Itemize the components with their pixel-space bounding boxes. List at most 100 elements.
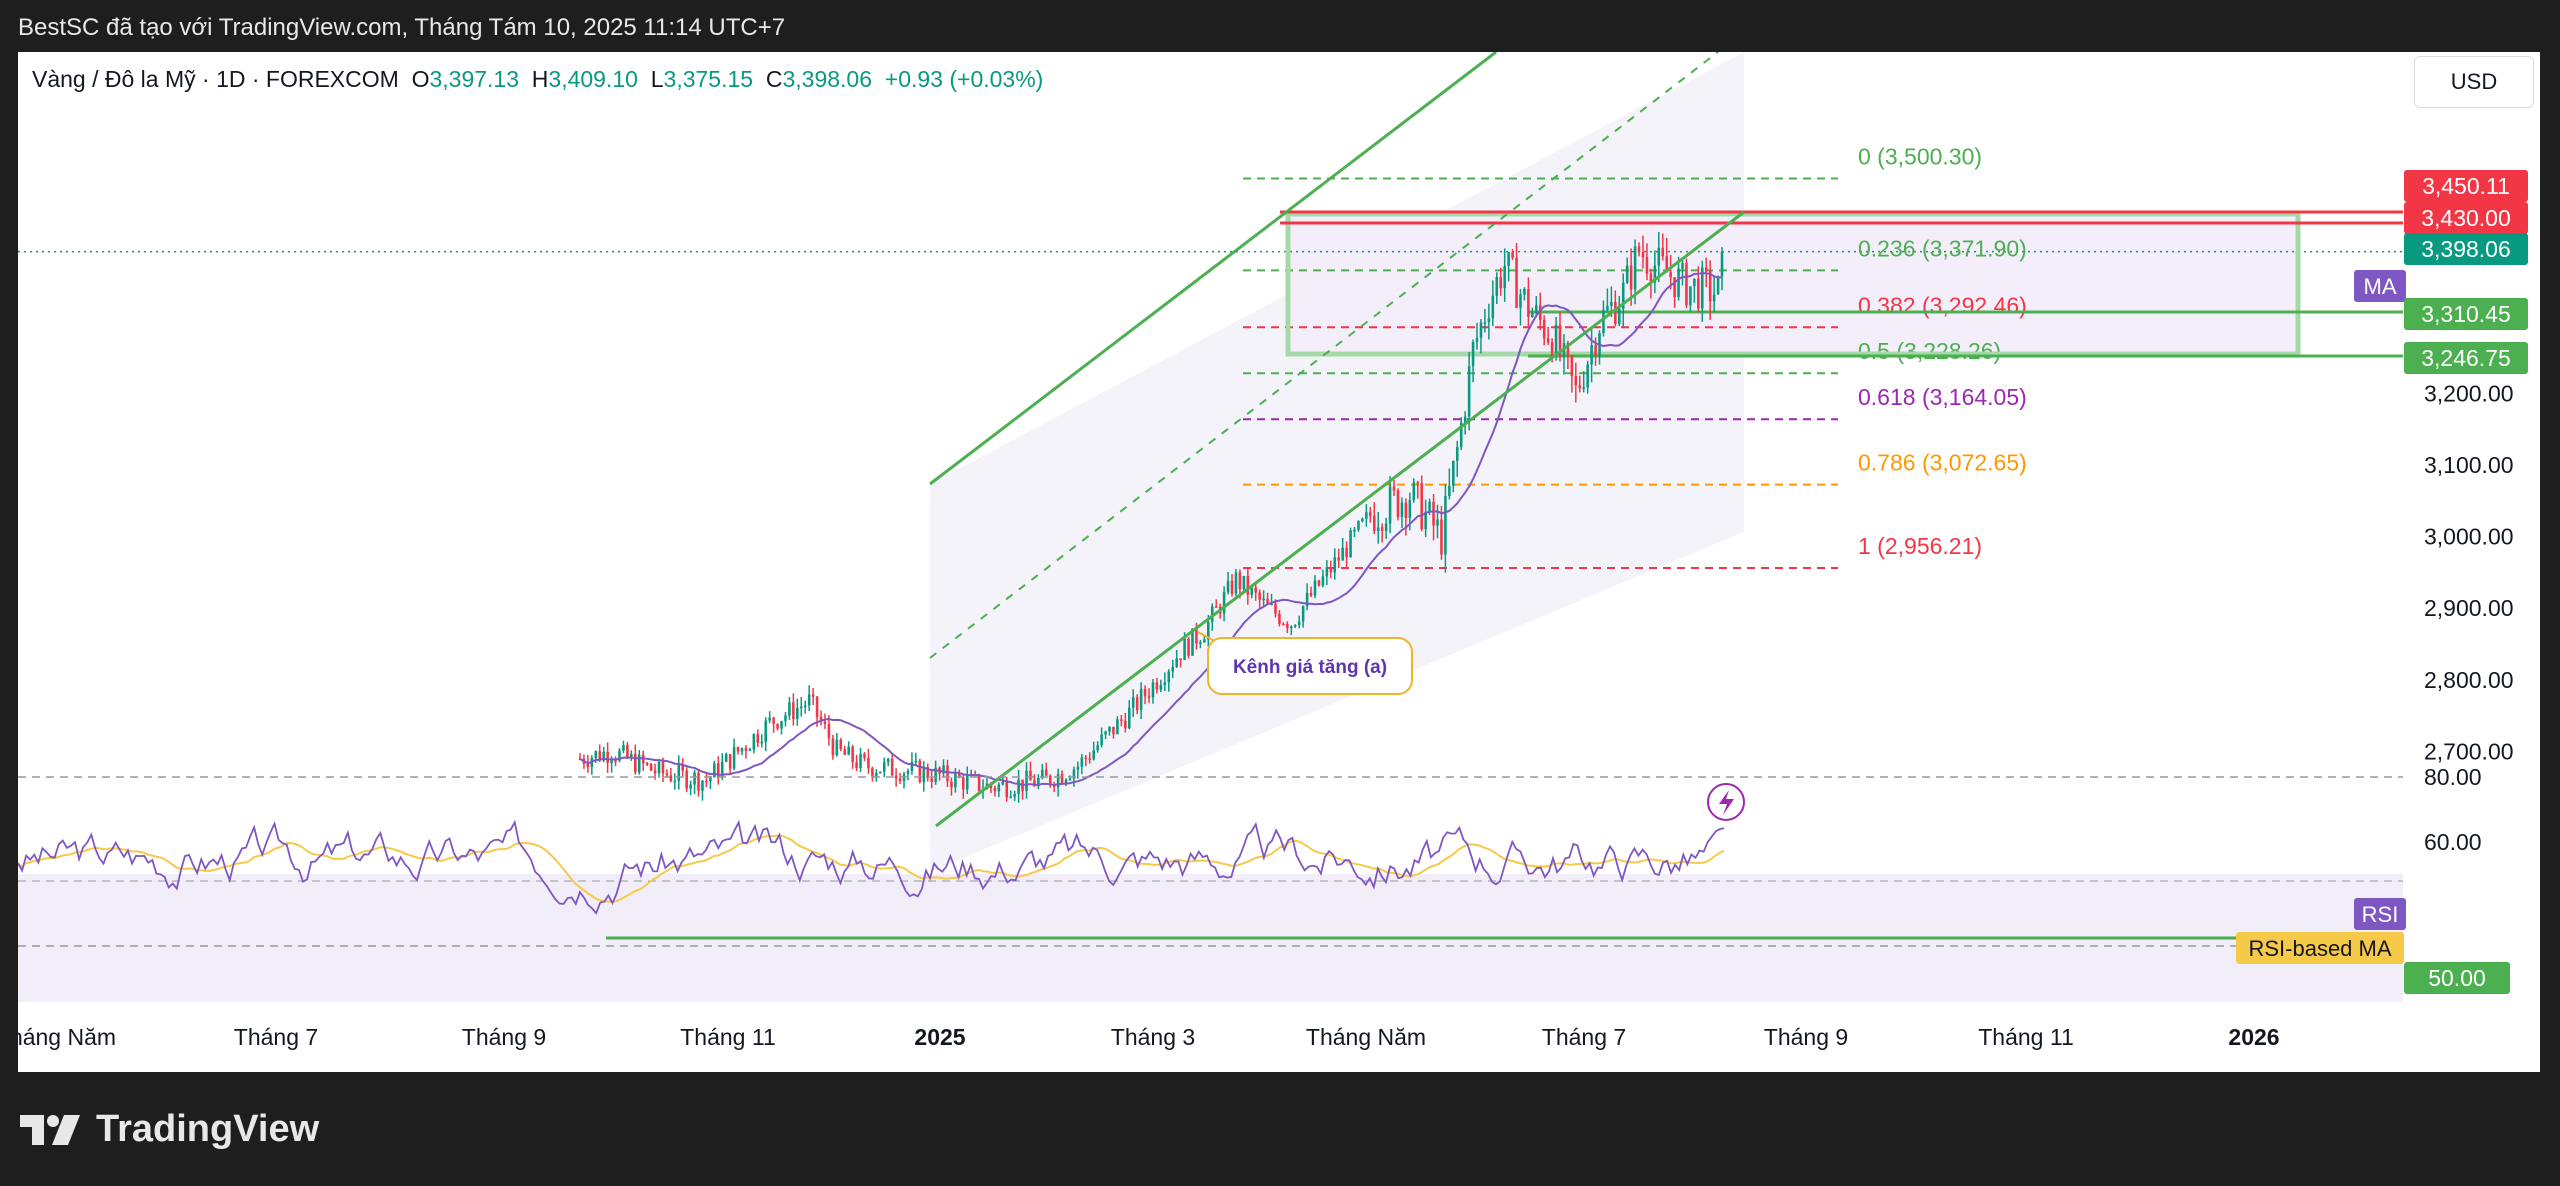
candle-body bbox=[634, 753, 637, 773]
candle-body bbox=[1092, 750, 1095, 760]
candle-body bbox=[618, 750, 621, 761]
candles bbox=[578, 232, 1724, 803]
candle-body bbox=[1590, 345, 1593, 365]
candle-body bbox=[1653, 265, 1657, 283]
fib-level-label: 0.236 (3,371.90) bbox=[1858, 235, 2027, 261]
candle-body bbox=[1361, 518, 1364, 522]
candle-body bbox=[1511, 252, 1514, 258]
candle-body bbox=[697, 772, 700, 791]
rsi-axis-tick: 60.00 bbox=[2424, 829, 2482, 855]
candle-body bbox=[1523, 288, 1526, 295]
candle-body bbox=[1448, 485, 1451, 496]
candle-body bbox=[681, 764, 685, 771]
ma-tag bbox=[2354, 270, 2406, 302]
price-tag bbox=[2404, 298, 2528, 330]
candle-body bbox=[1708, 271, 1712, 302]
time-axis-tick: Tháng 7 bbox=[1542, 1024, 1626, 1050]
time-axis-tick: Tháng 7 bbox=[234, 1024, 318, 1050]
candle-body bbox=[1483, 322, 1487, 324]
candle-body bbox=[1515, 257, 1518, 308]
channel-mid-line bbox=[929, 52, 1719, 659]
candle-body bbox=[693, 772, 696, 785]
candle-body bbox=[954, 773, 957, 788]
price-tag-label: 3,450.11 bbox=[2422, 173, 2510, 199]
candle-body bbox=[1278, 613, 1281, 624]
candle-body bbox=[1305, 592, 1309, 607]
candle-body bbox=[894, 775, 898, 779]
channel-upper-line bbox=[929, 52, 1497, 486]
time-axis-tick: Tháng 3 bbox=[1111, 1024, 1195, 1050]
lightning-icon bbox=[1707, 783, 1745, 821]
price-axis-tick: 3,000.00 bbox=[2424, 524, 2514, 550]
candle-body bbox=[1064, 779, 1068, 783]
candle-body bbox=[1463, 416, 1467, 423]
candle-body bbox=[661, 761, 665, 774]
candle-body bbox=[1286, 623, 1289, 629]
candle-body bbox=[1179, 658, 1182, 661]
price-tag-label: 3,398.06 bbox=[2421, 236, 2511, 262]
candle-body bbox=[934, 767, 937, 782]
time-axis-tick: Tháng 11 bbox=[1978, 1024, 2073, 1050]
candle-body bbox=[1341, 547, 1344, 561]
candle-body bbox=[1041, 769, 1044, 778]
candle-body bbox=[1009, 796, 1012, 799]
currency-button[interactable]: USD bbox=[2414, 56, 2534, 108]
candle-body bbox=[1503, 265, 1506, 289]
price-chart[interactable]: 0 (3,500.30) 0.236 (3,371.90) 0.382 (3,292… bbox=[18, 52, 2540, 1072]
price-tag bbox=[2404, 233, 2528, 265]
candle-body bbox=[1005, 781, 1009, 798]
candle-body bbox=[732, 747, 736, 769]
price-tag-label: 3,246.75 bbox=[2421, 345, 2511, 371]
candle-body bbox=[1017, 779, 1020, 795]
candle-body bbox=[1455, 447, 1459, 461]
candle-body bbox=[1677, 268, 1680, 298]
candle-body bbox=[1108, 726, 1111, 732]
rsi-ma-tag bbox=[2236, 932, 2404, 964]
candle-body bbox=[1029, 770, 1032, 781]
time-axis-tick: Tháng 9 bbox=[1764, 1024, 1848, 1050]
candle-body bbox=[1056, 773, 1060, 788]
candle-body bbox=[1637, 246, 1641, 253]
candle-body bbox=[1432, 501, 1435, 526]
candle-body bbox=[1621, 282, 1625, 309]
candle-body bbox=[796, 707, 799, 720]
rsi-tag bbox=[2354, 898, 2406, 930]
time-axis-tick: 2025 bbox=[914, 1024, 965, 1050]
candle-body bbox=[1242, 575, 1246, 590]
candle-body bbox=[760, 741, 764, 744]
tradingview-logo[interactable]: TradingView bbox=[20, 1108, 319, 1151]
candle-body bbox=[1594, 345, 1597, 356]
fib-level-label: 0.5 (3,228.26) bbox=[1858, 338, 2001, 364]
candle-body bbox=[1104, 731, 1107, 735]
candle-body bbox=[993, 788, 997, 792]
candle-body bbox=[1096, 745, 1099, 751]
candle-body bbox=[914, 760, 918, 763]
candle-body bbox=[1550, 342, 1554, 358]
candle-body bbox=[1337, 557, 1340, 561]
price-axis-tick: 2,900.00 bbox=[2424, 595, 2514, 621]
time-axis-tick: Tháng Năm bbox=[1306, 1024, 1426, 1050]
candle-body bbox=[1538, 305, 1542, 320]
chart-panel[interactable]: 0 (3,500.30) 0.236 (3,371.90) 0.382 (3,292… bbox=[18, 52, 2540, 1072]
candle-body bbox=[827, 723, 831, 739]
candle-body bbox=[811, 694, 815, 697]
candle-body bbox=[1617, 308, 1621, 324]
candle-body bbox=[1293, 624, 1297, 627]
candle-body bbox=[673, 780, 677, 783]
candle-body bbox=[1163, 682, 1167, 685]
close-value: 3,398.06 bbox=[782, 66, 872, 92]
candle-body bbox=[1120, 719, 1123, 721]
candle-body bbox=[1396, 490, 1400, 517]
candle-body bbox=[1416, 482, 1420, 484]
candle-body bbox=[898, 778, 902, 782]
candle-body bbox=[930, 778, 933, 782]
candle-body bbox=[1365, 512, 1368, 519]
candle-body bbox=[1712, 294, 1716, 302]
candle-body bbox=[962, 777, 965, 790]
candle-body bbox=[1700, 267, 1704, 309]
candle-body bbox=[1507, 252, 1510, 266]
candle-body bbox=[851, 746, 854, 763]
candle-body bbox=[1321, 576, 1325, 586]
candle-body bbox=[1720, 251, 1724, 277]
candle-body bbox=[1112, 726, 1115, 735]
